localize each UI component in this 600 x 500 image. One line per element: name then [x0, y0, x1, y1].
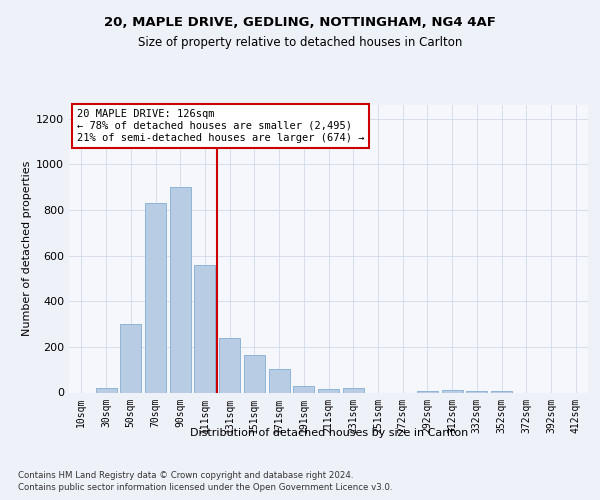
Bar — [293, 386, 314, 392]
Bar — [417, 390, 438, 392]
Text: Distribution of detached houses by size in Carlton: Distribution of detached houses by size … — [190, 428, 468, 438]
Text: Size of property relative to detached houses in Carlton: Size of property relative to detached ho… — [138, 36, 462, 49]
Text: Contains public sector information licensed under the Open Government Licence v3: Contains public sector information licen… — [18, 483, 392, 492]
Bar — [318, 389, 339, 392]
Bar — [244, 355, 265, 393]
Bar — [269, 368, 290, 392]
Bar — [343, 388, 364, 392]
Text: Contains HM Land Registry data © Crown copyright and database right 2024.: Contains HM Land Registry data © Crown c… — [18, 472, 353, 480]
Bar — [219, 338, 240, 392]
Bar — [120, 324, 141, 392]
Y-axis label: Number of detached properties: Number of detached properties — [22, 161, 32, 336]
Bar — [442, 390, 463, 392]
Bar — [194, 264, 215, 392]
Bar — [145, 203, 166, 392]
Bar — [170, 187, 191, 392]
Text: 20, MAPLE DRIVE, GEDLING, NOTTINGHAM, NG4 4AF: 20, MAPLE DRIVE, GEDLING, NOTTINGHAM, NG… — [104, 16, 496, 29]
Bar — [95, 388, 116, 392]
Text: 20 MAPLE DRIVE: 126sqm
← 78% of detached houses are smaller (2,495)
21% of semi-: 20 MAPLE DRIVE: 126sqm ← 78% of detached… — [77, 110, 364, 142]
